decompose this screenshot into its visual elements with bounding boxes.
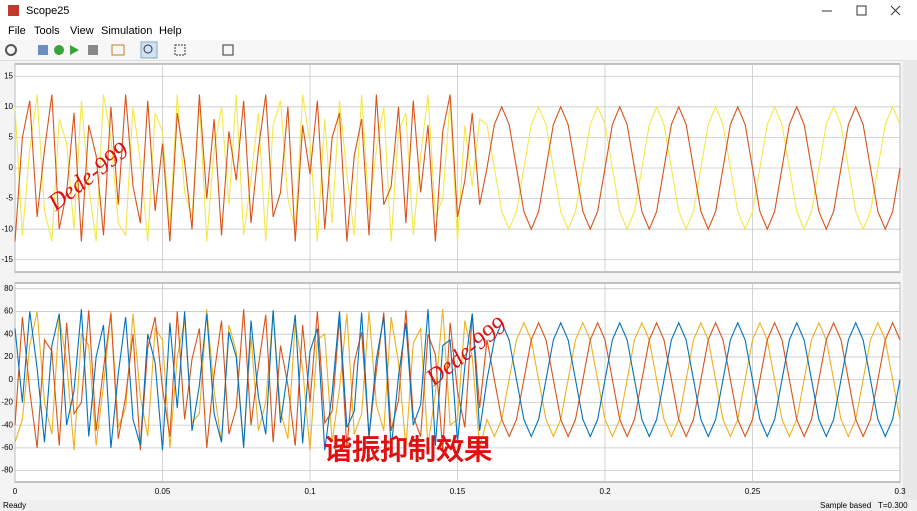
y-tick-label: -40 [1, 420, 13, 429]
zoom-icon [143, 44, 153, 54]
series-line [14, 309, 901, 451]
menu-item[interactable]: Help [159, 25, 182, 37]
toolbar-icons [5, 41, 234, 59]
menu-item[interactable]: File [8, 25, 26, 37]
app-icon [8, 5, 19, 16]
x-tick-label: 0.25 [745, 487, 761, 496]
x-tick-label: 0.2 [599, 487, 611, 496]
style-button[interactable] [222, 44, 234, 56]
x-tick-label: 0.05 [155, 487, 171, 496]
run-button[interactable] [54, 45, 64, 55]
annotation: 谐振抑制效果 [324, 433, 493, 466]
y-tick-label: 80 [4, 284, 13, 293]
side-strip [903, 60, 917, 500]
open-button[interactable] [38, 45, 48, 55]
y-tick-label: -5 [6, 194, 14, 203]
autoscale-button[interactable] [174, 44, 186, 56]
stop-button[interactable] [88, 45, 98, 55]
y-tick-label: -15 [1, 255, 13, 264]
menu-item[interactable]: Tools [34, 25, 60, 37]
status-bar: Ready Sample based T=0.300 [0, 500, 917, 511]
toolbar [0, 40, 917, 61]
series-line [14, 94, 901, 242]
series-line [14, 309, 901, 451]
y-tick-label: 0 [9, 375, 14, 384]
status-mode: Sample based [820, 501, 872, 510]
x-tick-label: 0.15 [450, 487, 466, 496]
close[interactable] [890, 5, 901, 16]
y-tick-label: 40 [4, 329, 13, 338]
y-tick-label: 10 [4, 102, 13, 111]
y-tick-label: 60 [4, 307, 13, 316]
step-button[interactable] [70, 45, 79, 55]
y-tick-label: 15 [4, 71, 13, 80]
plots: -15 -10 -5 0 5 10 15 -80 -60 -40 -20 0 20 40 60 80 0 0.05… [1, 60, 917, 500]
menu-item[interactable]: Simulation [101, 25, 153, 37]
y-tick-label: 20 [4, 352, 13, 361]
zoom-button[interactable] [140, 41, 158, 59]
series-line [14, 94, 901, 242]
menu-item[interactable]: View [70, 25, 94, 37]
x-tick-label: 0.3 [894, 487, 906, 496]
x-tick-label: 0.1 [304, 487, 316, 496]
series-line [14, 309, 901, 451]
y-tick-label: -20 [1, 398, 13, 407]
title-bar: Scope25 [0, 0, 917, 22]
maximize[interactable] [856, 5, 867, 16]
menu-bar: File Tools View Simulation Help [0, 22, 917, 40]
x-tick-label: 0 [13, 487, 18, 496]
y-tick-label: -80 [1, 466, 13, 475]
status-time: T=0.300 [878, 501, 908, 510]
y-tick-label: -60 [1, 443, 13, 452]
highlight-button[interactable] [111, 44, 125, 56]
y-tick-label: -10 [1, 224, 13, 233]
window-title: Scope25 [26, 5, 70, 17]
settings-button[interactable] [5, 44, 17, 56]
title-icons [8, 5, 901, 16]
y-tick-label: 5 [9, 133, 14, 142]
y-tick-label: 0 [9, 163, 14, 172]
status-text: Ready [3, 501, 27, 510]
